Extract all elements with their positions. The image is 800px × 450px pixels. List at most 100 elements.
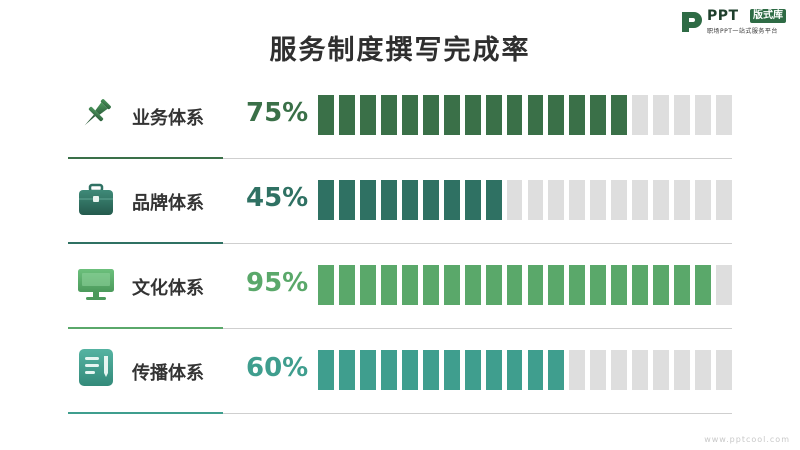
row-label: 业务体系 (132, 108, 204, 129)
bar-segment-filled (590, 265, 607, 305)
bar-segment-filled (464, 180, 481, 220)
bar-segment-filled (527, 95, 544, 135)
bar-segment-filled (485, 180, 502, 220)
logo-tag: 版式库 (750, 9, 786, 23)
row-label: 文化体系 (132, 278, 204, 299)
row-divider-accent (68, 412, 223, 414)
bar-segment-filled (548, 350, 565, 390)
bar-segment-filled (632, 265, 649, 305)
bar-segment-filled (464, 265, 481, 305)
bar-segment-filled (527, 350, 544, 390)
bar-segment-filled (338, 350, 355, 390)
progress-row-culture: 文化体系 95% (0, 242, 800, 329)
bar-segment-empty (716, 180, 732, 220)
bar-segment-empty (674, 95, 691, 135)
bar-segment-filled (464, 350, 481, 390)
row-divider-accent (68, 327, 223, 329)
row-divider (223, 243, 732, 244)
progress-row-communication: 传播体系 60% (0, 327, 800, 414)
bar-segment-filled (401, 180, 418, 220)
bar-segment-filled (506, 95, 523, 135)
segmented-progress-bar (318, 95, 732, 135)
bar-segment-empty (569, 180, 586, 220)
bar-segment-filled (338, 265, 355, 305)
briefcase-icon (79, 183, 113, 215)
bar-segment-empty (569, 350, 586, 390)
bar-segment-filled (359, 350, 376, 390)
bar-segment-filled (380, 350, 397, 390)
bar-segment-filled (443, 350, 460, 390)
percent-value: 45% (246, 183, 309, 213)
bar-segment-filled (653, 265, 670, 305)
progress-row-business: 业务体系 75% (0, 72, 800, 159)
brand-logo: PPT 版式库 职场PPT一站式服务平台 (680, 8, 794, 36)
bar-segment-filled (506, 350, 523, 390)
bar-segment-filled (485, 350, 502, 390)
bar-segment-filled (443, 180, 460, 220)
pushpin-icon (84, 99, 111, 126)
bar-segment-empty (506, 180, 523, 220)
bar-segment-filled (422, 95, 439, 135)
bar-segment-filled (464, 95, 481, 135)
bar-segment-empty (674, 180, 691, 220)
bar-segment-filled (611, 265, 628, 305)
bar-segment-filled (318, 180, 334, 220)
monitor-icon (78, 269, 114, 300)
bar-segment-filled (338, 95, 355, 135)
bar-segment-empty (716, 265, 732, 305)
bar-segment-empty (695, 350, 712, 390)
bar-segment-filled (422, 180, 439, 220)
bar-segment-filled (401, 95, 418, 135)
bar-segment-filled (401, 350, 418, 390)
bar-segment-empty (653, 180, 670, 220)
progress-row-brand: 品牌体系 45% (0, 157, 800, 244)
percent-value: 75% (246, 98, 309, 128)
page-title: 服务制度撰写完成率 (269, 35, 531, 66)
bar-segment-filled (506, 265, 523, 305)
bar-segment-filled (380, 95, 397, 135)
bar-segment-filled (485, 265, 502, 305)
segmented-progress-bar (318, 265, 732, 305)
bar-segment-filled (590, 95, 607, 135)
bar-segment-filled (611, 95, 628, 135)
segmented-progress-bar (318, 180, 732, 220)
bar-segment-filled (443, 95, 460, 135)
row-divider (223, 328, 732, 329)
bar-segment-filled (674, 265, 691, 305)
bar-segment-empty (632, 95, 649, 135)
row-label: 传播体系 (132, 363, 204, 384)
percent-value: 95% (246, 268, 309, 298)
bar-segment-empty (611, 350, 628, 390)
bar-segment-filled (548, 95, 565, 135)
bar-segment-empty (527, 180, 544, 220)
bar-segment-filled (338, 180, 355, 220)
row-divider (223, 158, 732, 159)
bar-segment-filled (485, 95, 502, 135)
bar-segment-filled (359, 265, 376, 305)
bar-segment-filled (695, 265, 712, 305)
bar-segment-filled (380, 180, 397, 220)
bar-segment-filled (422, 265, 439, 305)
percent-value: 60% (246, 353, 309, 383)
bar-segment-filled (359, 180, 376, 220)
row-divider-accent (68, 157, 223, 159)
bar-segment-filled (401, 265, 418, 305)
bar-segment-filled (318, 350, 334, 390)
bar-segment-empty (590, 180, 607, 220)
bar-segment-filled (318, 265, 334, 305)
bar-segment-empty (632, 180, 649, 220)
watermark: www.pptcool.com (704, 435, 790, 444)
row-label: 品牌体系 (132, 193, 204, 214)
bar-segment-filled (443, 265, 460, 305)
bar-segment-empty (695, 180, 712, 220)
segmented-progress-bar (318, 350, 732, 390)
bar-segment-empty (590, 350, 607, 390)
bar-segment-empty (653, 350, 670, 390)
bar-segment-empty (674, 350, 691, 390)
logo-brand-text: PPT (707, 8, 739, 24)
bar-segment-empty (548, 180, 565, 220)
bar-segment-filled (422, 350, 439, 390)
bar-segment-empty (695, 95, 712, 135)
row-divider (223, 413, 732, 414)
